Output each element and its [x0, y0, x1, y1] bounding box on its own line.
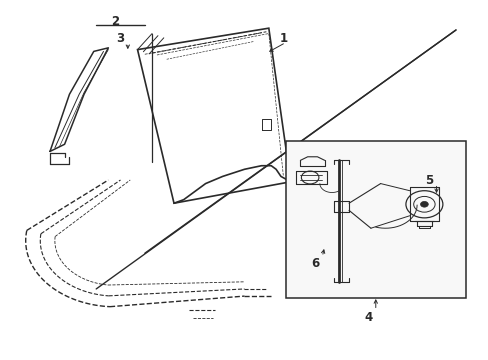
Bar — [285, 141, 465, 298]
Text: 6: 6 — [310, 257, 319, 270]
Text: 1: 1 — [279, 32, 287, 45]
Circle shape — [420, 202, 427, 207]
Text: 5: 5 — [424, 174, 432, 186]
Text: 3: 3 — [116, 32, 124, 45]
Text: 4: 4 — [364, 311, 372, 324]
Text: 2: 2 — [111, 14, 120, 27]
